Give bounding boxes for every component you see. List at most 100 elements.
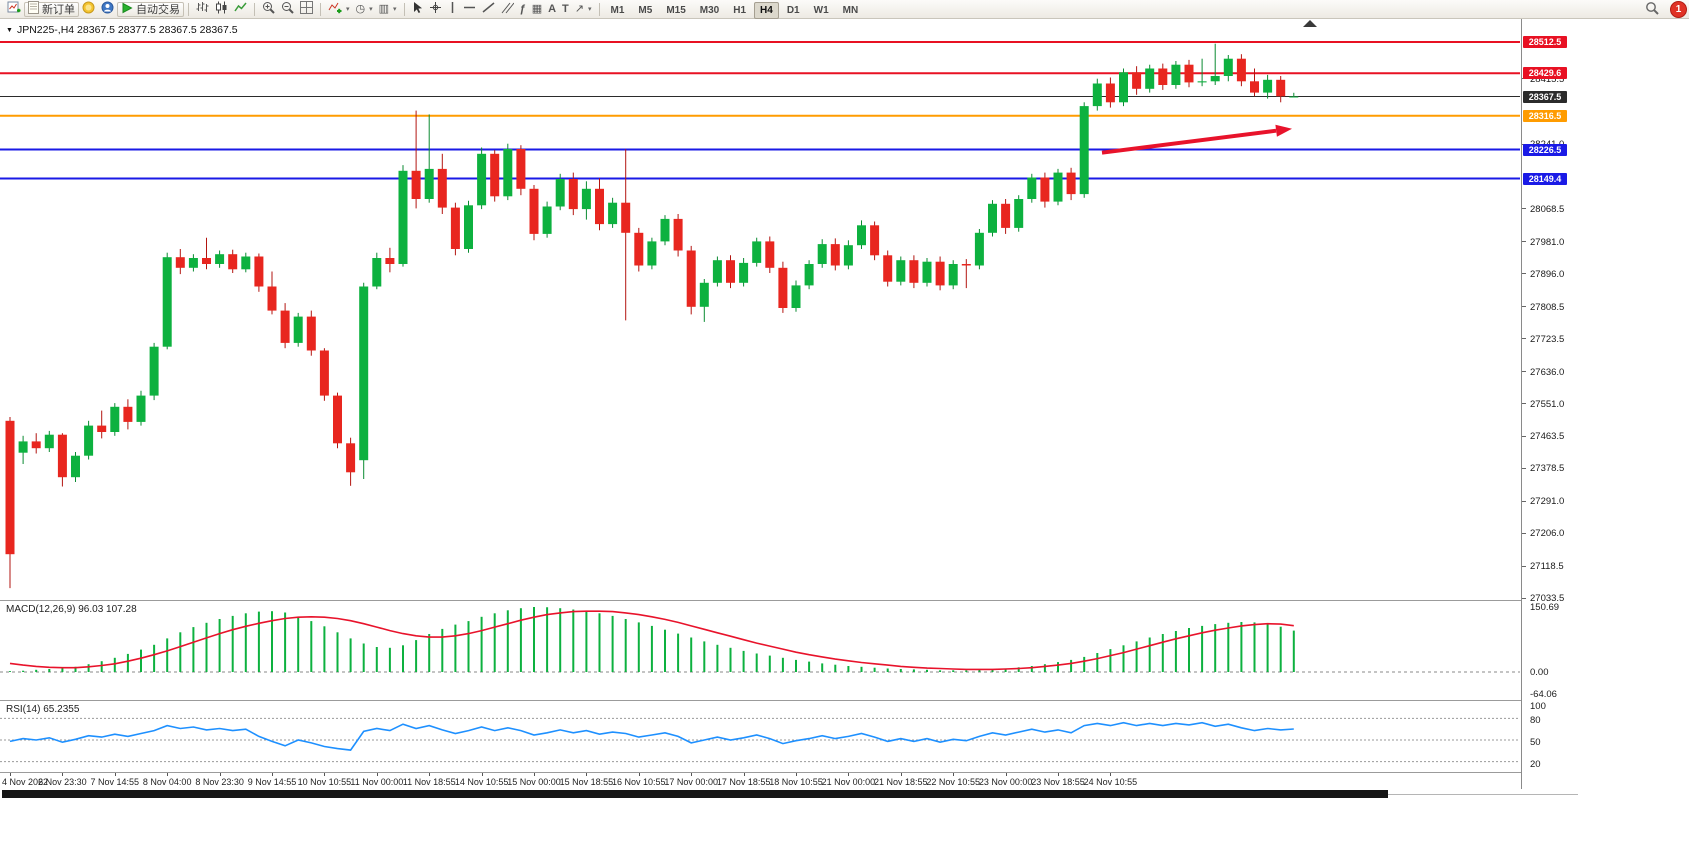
horizontal-line-button[interactable]	[460, 1, 479, 17]
fibonacci-button[interactable]: ƒ	[517, 1, 529, 17]
price-tick	[1522, 597, 1526, 599]
time-axis[interactable]: 4 Nov 2022 6 Nov 23:30 7 Nov 14:55 8 Nov 04…	[0, 773, 1580, 789]
price-tick	[1522, 532, 1526, 534]
time-tick	[848, 773, 850, 776]
timeframe-h1-button[interactable]: H1	[733, 4, 747, 16]
time-label: 23 Nov 18:55	[1031, 777, 1085, 787]
arrows-dropdown-arrow: ▾	[588, 6, 592, 13]
rsi-canvas[interactable]	[0, 701, 1521, 773]
autotrading-button[interactable]: 自动交易	[117, 1, 184, 17]
scrollbar-track[interactable]	[1388, 794, 1578, 795]
alerts-button[interactable]	[79, 1, 98, 17]
horizontal-scrollbar[interactable]	[0, 789, 1580, 801]
periods-button[interactable]: ◷ ▾	[353, 1, 376, 17]
timeframe-mn-button[interactable]: MN	[842, 4, 859, 16]
timeframe-h4-button[interactable]: H4	[754, 1, 779, 19]
cursor-icon	[412, 1, 423, 17]
time-tick	[376, 773, 378, 776]
search-icon	[1645, 1, 1659, 18]
channel-button[interactable]	[498, 1, 517, 17]
price-scale[interactable]: 28415.528241.028068.527981.027896.027808…	[1521, 18, 1581, 789]
time-label: 21 Nov 18:55	[874, 777, 928, 787]
timeframe-m1-button[interactable]: M1	[610, 4, 625, 16]
price-tick-label: 27291.0	[1530, 496, 1565, 508]
text-button[interactable]: A	[545, 1, 559, 17]
time-label: 17 Nov 00:00	[664, 777, 718, 787]
indicators-dropdown-arrow: ▾	[346, 6, 350, 13]
panel-separator[interactable]	[0, 700, 1580, 701]
autotrading-play-icon	[121, 2, 133, 17]
alerts-icon	[82, 1, 95, 17]
new-chart-button[interactable]	[4, 1, 24, 17]
rsi-scale-label: 80	[1530, 715, 1541, 727]
line-chart-button[interactable]	[231, 1, 250, 17]
timeframe-m15-button[interactable]: M15	[666, 4, 686, 16]
macd-label: MACD(12,26,9) 96.03 107.28	[6, 604, 137, 615]
time-tick	[796, 773, 797, 776]
price-tick	[1522, 467, 1526, 469]
timeframe-w1-button[interactable]: W1	[813, 4, 829, 16]
time-tick	[481, 773, 483, 776]
price-tick-label: 27551.0	[1530, 398, 1565, 410]
macd-canvas[interactable]	[0, 601, 1521, 701]
templates-button[interactable]: ▥ ▾	[376, 1, 400, 17]
community-button[interactable]	[98, 1, 117, 17]
vertical-line-icon	[448, 1, 457, 17]
tile-windows-button[interactable]	[297, 1, 316, 17]
crosshair-button[interactable]	[426, 1, 445, 17]
time-label: 18 Nov 10:55	[769, 777, 823, 787]
bar-chart-button[interactable]	[193, 1, 212, 17]
zoom-out-button[interactable]	[278, 1, 297, 17]
crosshair-icon	[429, 1, 442, 17]
main-toolbar: 新订单 自动交易 ▾ ◷ ▾ ▥ ▾	[0, 0, 1689, 19]
time-tick	[62, 773, 64, 776]
search-button[interactable]	[1642, 1, 1662, 17]
cursor-button[interactable]	[409, 1, 426, 17]
new-order-label: 新订单	[42, 4, 75, 16]
timeframe-d1-button[interactable]: D1	[786, 4, 800, 16]
price-level-badge: 28226.5	[1523, 143, 1567, 156]
notification-badge[interactable]: 1	[1670, 0, 1687, 18]
price-chart-canvas[interactable]	[0, 18, 1521, 601]
time-tick	[953, 773, 955, 776]
price-tick	[1522, 241, 1526, 243]
zoom-in-button[interactable]	[259, 1, 278, 17]
vertical-line-button[interactable]	[445, 1, 460, 17]
scrollbar-thumb[interactable]	[2, 790, 1388, 798]
panel-separator[interactable]	[0, 600, 1580, 601]
channel-icon	[501, 1, 514, 17]
price-tick	[1522, 565, 1526, 567]
price-tick-label: 27896.0	[1530, 268, 1565, 280]
time-tick	[167, 773, 169, 776]
shapes-button[interactable]: ▦	[529, 1, 545, 17]
indicators-button[interactable]: ▾	[325, 1, 353, 17]
price-level-badge: 28512.5	[1523, 36, 1567, 48]
trendline-icon	[482, 1, 495, 17]
time-label: 21 Nov 00:00	[821, 777, 876, 787]
price-tick	[1522, 403, 1526, 404]
trendline-button[interactable]	[479, 1, 498, 17]
time-label: 8 Nov 04:00	[142, 777, 192, 787]
candlestick-chart-button[interactable]	[212, 1, 231, 17]
one-click-trading-toggle[interactable]: ▼	[6, 26, 13, 34]
timeframe-m5-button[interactable]: M5	[638, 4, 653, 16]
toolbar-separator	[188, 2, 189, 16]
ohlc-text: JPN225-,H4 28367.5 28377.5 28367.5 28367…	[16, 24, 238, 36]
new-order-button[interactable]: 新订单	[24, 1, 79, 17]
text-label-button[interactable]: T	[559, 1, 572, 17]
price-tick-label: 27636.0	[1530, 366, 1565, 378]
time-tick	[586, 773, 588, 776]
timeframe-m30-button[interactable]: M30	[699, 4, 720, 16]
horizontal-line-icon	[463, 3, 476, 15]
rsi-scale-label: 20	[1530, 758, 1541, 770]
time-label: 14 Nov 10:55	[454, 777, 509, 787]
time-tick	[1005, 773, 1007, 776]
time-label: 9 Nov 14:55	[247, 777, 297, 787]
time-tick	[691, 773, 693, 776]
macd-scale-label: 150.69	[1530, 602, 1560, 613]
time-tick	[1058, 773, 1059, 776]
tile-windows-icon	[300, 1, 313, 17]
arrows-button[interactable]: ↗ ▾	[572, 1, 595, 17]
price-tick	[1522, 435, 1526, 437]
line-chart-icon	[234, 1, 247, 17]
